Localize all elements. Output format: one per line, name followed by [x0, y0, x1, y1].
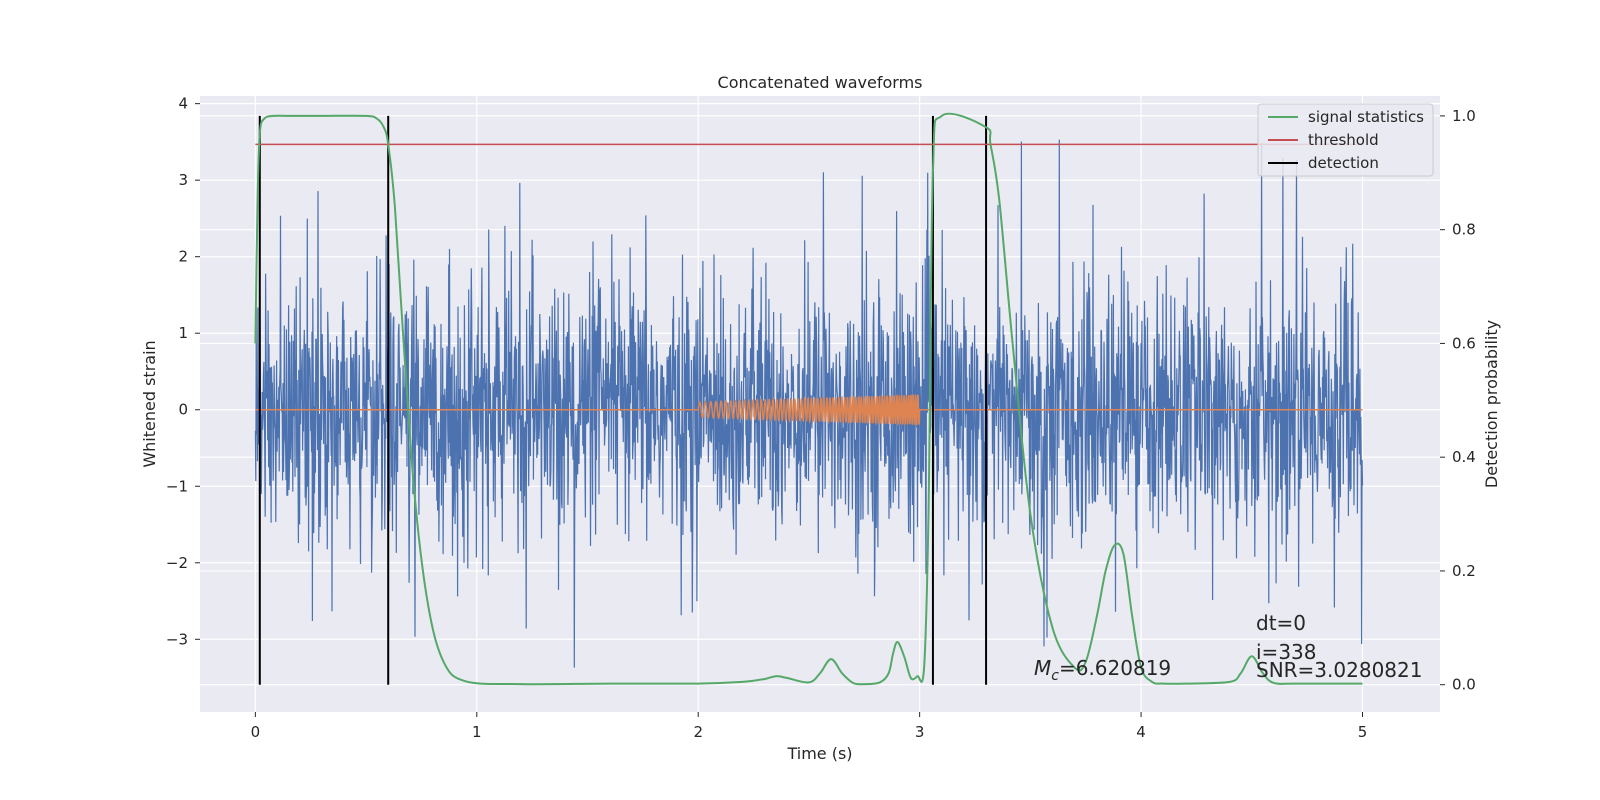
y-tick-label-2: −1 [166, 477, 188, 495]
legend-label-detection: detection [1308, 154, 1379, 172]
x-tick-label-5: 5 [1358, 723, 1368, 741]
x-tick-label-1: 1 [472, 723, 482, 741]
x-tick-label-2: 2 [693, 723, 703, 741]
y2-tick-label-0: 0.0 [1452, 676, 1476, 694]
y2-tick-label-5: 1.0 [1452, 107, 1476, 125]
y2-tick-label-1: 0.2 [1452, 562, 1476, 580]
x-tick-label-0: 0 [251, 723, 261, 741]
annotation-chirp-mass: Mc=6.620819 [1034, 656, 1171, 684]
y-axis-label: Whitened strain [140, 340, 159, 467]
y2-axis-ticks: 0.0 0.2 0.4 0.6 0.8 1.0 [1440, 107, 1476, 694]
annotation-index: i=338 [1256, 640, 1317, 664]
annotation-snr: SNR=3.0280821 [1256, 658, 1422, 682]
y2-axis-label: Detection probability [1482, 320, 1501, 488]
y-axis-ticks: −3 −2 −1 0 1 2 3 4 [166, 95, 200, 648]
legend: signal statistics threshold detection [1257, 103, 1434, 177]
legend-label-signal-statistics: signal statistics [1308, 108, 1424, 126]
y-tick-label-6: 3 [178, 171, 188, 189]
legend-label-threshold: threshold [1308, 131, 1379, 149]
y-tick-label-0: −3 [166, 630, 188, 648]
y2-tick-label-3: 0.6 [1452, 334, 1476, 352]
legend-frame [1257, 103, 1434, 177]
chart-title: Concatenated waveforms [718, 73, 923, 92]
y2-tick-label-2: 0.4 [1452, 448, 1476, 466]
y-tick-label-7: 4 [178, 95, 188, 113]
y-tick-label-3: 0 [178, 401, 188, 419]
y-tick-label-4: 1 [178, 324, 188, 342]
y-tick-label-1: −2 [166, 554, 188, 572]
x-axis-ticks: 0 1 2 3 4 5 [251, 712, 1368, 741]
annotation-dt: dt=0 [1256, 611, 1306, 635]
template-series-line [255, 393, 1363, 427]
signal-statistics-line [254, 112, 1363, 686]
x-tick-label-3: 3 [915, 723, 925, 741]
x-tick-label-4: 4 [1136, 723, 1146, 741]
y-tick-label-5: 2 [178, 248, 188, 266]
y2-tick-label-4: 0.8 [1452, 221, 1476, 239]
x-axis-label: Time (s) [786, 744, 852, 763]
